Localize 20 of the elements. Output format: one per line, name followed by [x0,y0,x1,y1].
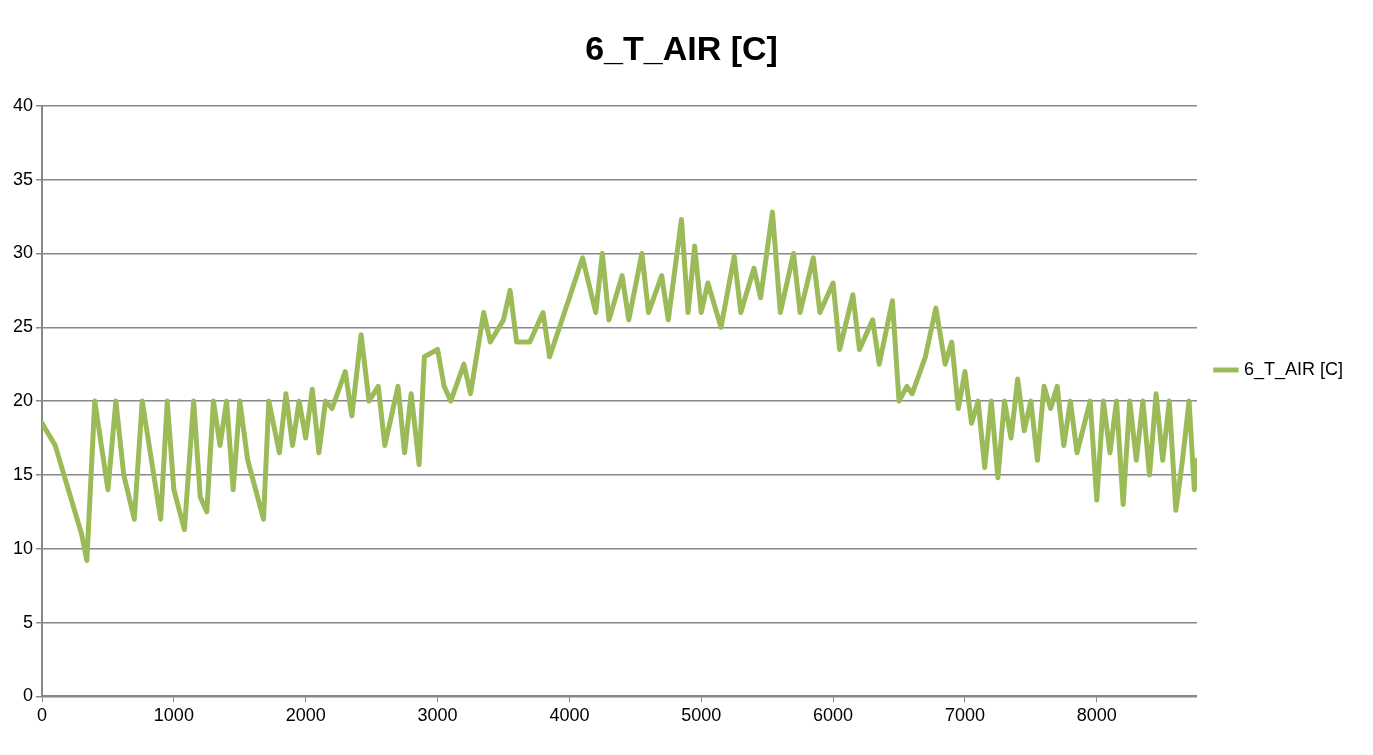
y-tick-label: 10 [12,537,34,558]
y-tick-label: 15 [12,463,34,484]
x-tick-label: 7000 [944,705,985,726]
y-tick-label: 30 [12,242,34,263]
x-tick-label: 1000 [153,705,194,726]
x-tick-label: 2000 [285,705,326,726]
y-tick-label: 0 [23,685,34,706]
chart-title: 6_T_AIR [C] [585,28,778,67]
x-tick-label: 4000 [549,705,590,726]
x-tick-label: 5000 [681,705,722,726]
x-tick-label: 3000 [417,705,458,726]
x-tick-label: 6000 [813,705,854,726]
x-tick-label: 0 [37,705,48,726]
y-tick-label: 25 [12,316,34,337]
y-tick-label: 40 [12,94,34,115]
x-tick-label: 8000 [1076,705,1117,726]
legend-label: 6_T_AIR [C] [1243,358,1344,380]
y-tick-label: 5 [23,611,34,632]
y-tick-label: 35 [12,168,34,189]
y-tick-label: 20 [12,390,34,411]
